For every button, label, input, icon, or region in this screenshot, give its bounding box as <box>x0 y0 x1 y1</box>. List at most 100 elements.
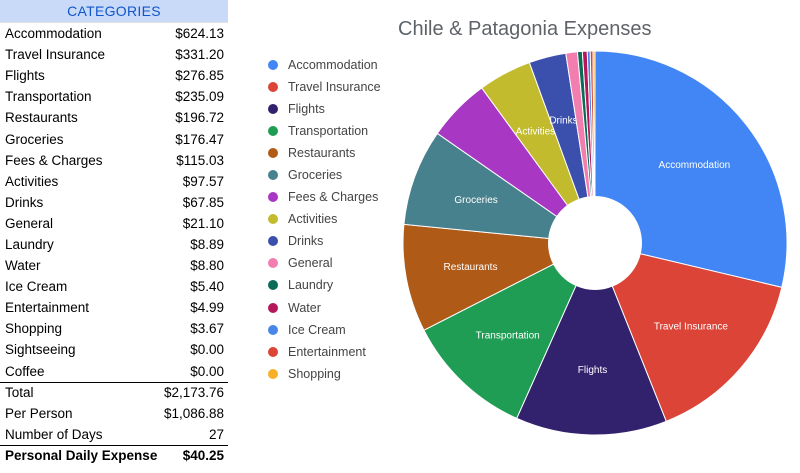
legend-swatch <box>268 192 278 203</box>
total-label: Total <box>5 385 34 401</box>
categories-header: CATEGORIES <box>0 0 228 23</box>
pie-slice <box>516 241 667 436</box>
slice-label: Drinks <box>549 116 577 127</box>
category-value: $176.47 <box>175 131 224 147</box>
category-value: $21.10 <box>182 215 224 231</box>
legend-label: Restaurants <box>288 146 356 161</box>
legend-swatch <box>268 60 278 71</box>
table-row: Travel Insurance $331.20 <box>0 44 228 65</box>
legend-item: Groceries <box>268 164 381 186</box>
table-row: Transportation $235.09 <box>0 86 228 107</box>
category-label: Fees & Charges <box>5 152 103 168</box>
legend-item: Entertainment <box>268 341 381 363</box>
category-label: Travel Insurance <box>5 47 106 63</box>
legend-swatch <box>268 170 278 181</box>
legend-label: Shopping <box>288 366 341 381</box>
category-label: Restaurants <box>5 110 78 126</box>
legend-label: Travel Insurance <box>288 80 381 95</box>
days-value: 27 <box>208 426 224 442</box>
total-value: $2,173.76 <box>163 385 224 401</box>
legend-label: Ice Cream <box>288 322 346 337</box>
table-row: Water $8.80 <box>0 255 228 276</box>
legend-swatch <box>268 214 278 225</box>
category-value: $8.80 <box>190 258 224 274</box>
legend-swatch <box>268 236 278 247</box>
legend-label: Activities <box>288 212 338 227</box>
per-person-row: Per Person $1,086.88 <box>0 403 228 424</box>
category-value: $5.40 <box>190 279 224 295</box>
pie-slice <box>423 241 597 419</box>
legend-item: Activities <box>268 208 381 230</box>
days-row: Number of Days 27 <box>0 424 228 445</box>
legend-swatch <box>268 126 278 137</box>
table-row: General $21.10 <box>0 213 228 234</box>
legend-item: Accommodation <box>268 54 381 76</box>
category-value: $97.57 <box>182 173 224 189</box>
legend-item: General <box>268 252 381 274</box>
per-person-value: $1,086.88 <box>163 405 224 421</box>
total-row: Total $2,173.76 <box>0 381 228 403</box>
category-value: $67.85 <box>182 194 224 210</box>
table-row: Shopping $3.67 <box>0 318 228 339</box>
legend-label: Laundry <box>288 278 334 293</box>
legend-label: Groceries <box>288 168 343 183</box>
table-row: Laundry $8.89 <box>0 234 228 255</box>
table-row: Groceries $176.47 <box>0 128 228 149</box>
legend-label: Accommodation <box>288 58 378 73</box>
legend-item: Fees & Charges <box>268 186 381 208</box>
category-label: Drinks <box>5 194 44 210</box>
per-person-label: Per Person <box>5 405 73 421</box>
table-row: Ice Cream $5.40 <box>0 276 228 297</box>
table-row: Sightseeing $0.00 <box>0 339 228 360</box>
slice-label: Flights <box>578 365 607 376</box>
legend-item: Flights <box>268 98 381 120</box>
table-row: Restaurants $196.72 <box>0 107 228 128</box>
category-value: $196.72 <box>175 110 224 126</box>
slice-label: Restaurants <box>444 262 498 273</box>
table-row: Entertainment $4.99 <box>0 297 228 318</box>
legend-label: General <box>288 256 333 271</box>
category-label: Laundry <box>5 236 54 252</box>
pie-slice <box>594 50 788 288</box>
legend-item: Travel Insurance <box>268 76 381 98</box>
legend-swatch <box>268 82 278 93</box>
pie-slice <box>594 242 783 422</box>
slice-label: Groceries <box>454 195 497 206</box>
slice-label: Transportation <box>476 330 540 341</box>
category-value: $3.67 <box>190 321 224 337</box>
category-value: $8.89 <box>190 236 224 252</box>
legend-item: Shopping <box>268 363 381 385</box>
category-label: Entertainment <box>5 300 90 316</box>
category-value: $276.85 <box>175 68 224 84</box>
category-value: $0.00 <box>190 363 224 379</box>
legend-label: Fees & Charges <box>288 190 379 205</box>
legend-item: Drinks <box>268 230 381 252</box>
category-label: Shopping <box>5 321 63 337</box>
category-label: Sightseeing <box>5 342 76 358</box>
legend-label: Flights <box>288 102 325 117</box>
pie-slice <box>402 223 597 331</box>
category-label: Accommodation <box>5 26 102 42</box>
legend-swatch <box>268 148 278 159</box>
category-label: Groceries <box>5 131 64 147</box>
chart-legend: Accommodation Travel Insurance Flights Tran… <box>268 54 381 385</box>
donut-hole <box>548 196 642 290</box>
table-row: Fees & Charges $115.03 <box>0 150 228 171</box>
legend-swatch <box>268 324 278 335</box>
category-value: $0.00 <box>190 342 224 358</box>
slice-label: Accommodation <box>659 160 731 171</box>
category-value: $235.09 <box>175 89 224 105</box>
legend-swatch <box>268 302 278 313</box>
pie-slice <box>403 132 597 244</box>
category-label: Transportation <box>5 89 92 105</box>
legend-label: Transportation <box>288 124 369 139</box>
category-value: $115.03 <box>176 152 224 168</box>
table-row: Accommodation $624.13 <box>0 23 228 44</box>
category-value: $4.99 <box>190 300 224 316</box>
daily-expense-row: Personal Daily Expense $40.25 <box>0 444 228 466</box>
days-label: Number of Days <box>5 426 103 442</box>
category-label: Water <box>5 258 41 274</box>
category-label: Ice Cream <box>5 279 68 295</box>
category-label: General <box>5 215 54 231</box>
